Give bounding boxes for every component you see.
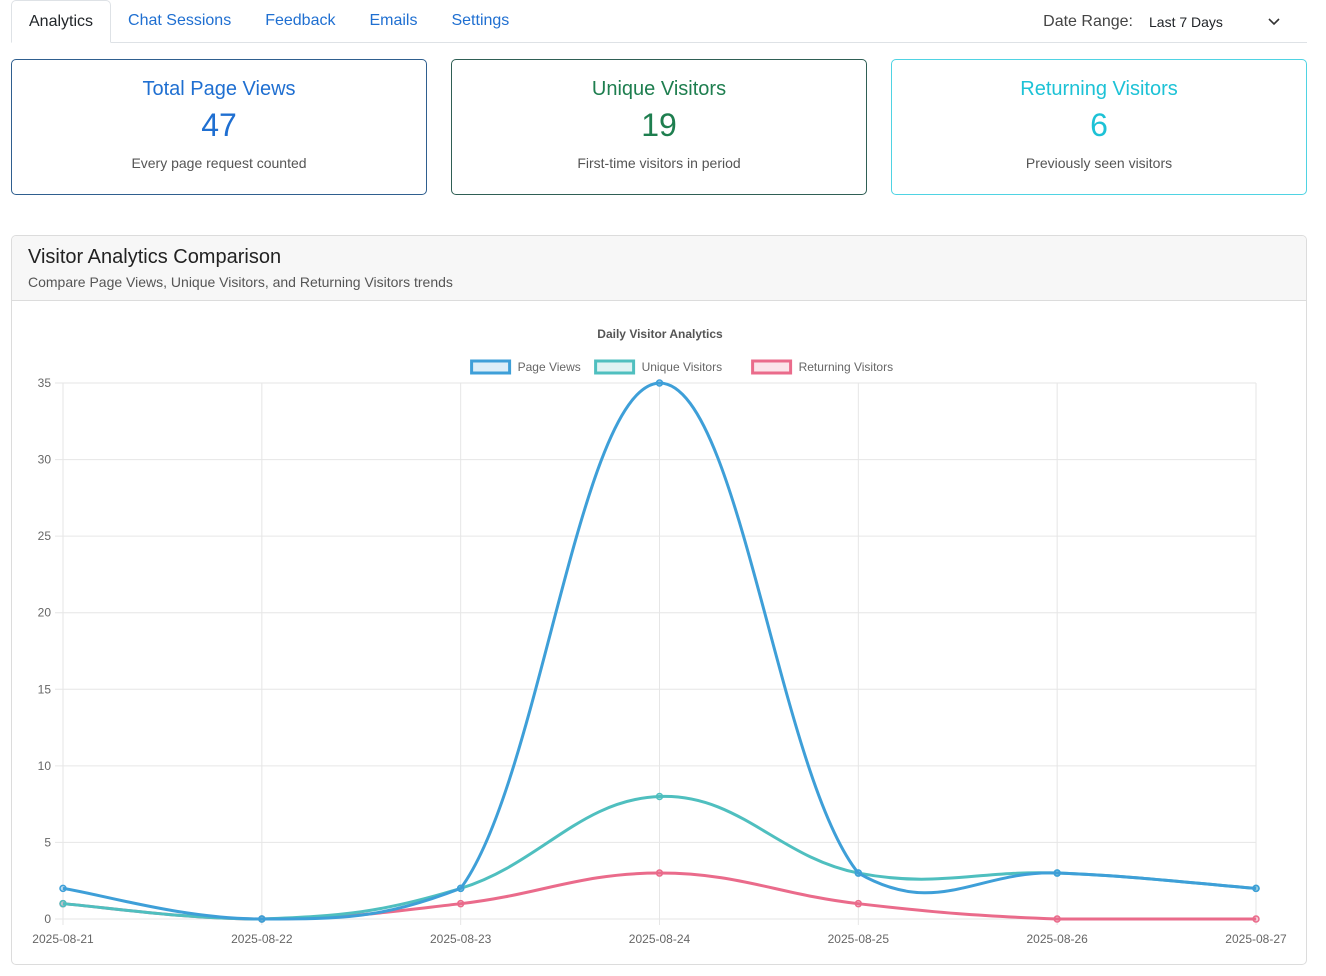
card-subtitle: Every page request counted bbox=[131, 155, 307, 171]
date-range-value: Last 7 Days bbox=[1149, 13, 1223, 30]
card-returning-visitors: Returning Visitors 6 Previously seen vis… bbox=[891, 59, 1307, 195]
card-subtitle: First-time visitors in period bbox=[577, 155, 741, 171]
series-line-page-views bbox=[62, 381, 1257, 921]
y-tick-label: 5 bbox=[44, 835, 51, 849]
tab-settings[interactable]: Settings bbox=[451, 12, 510, 29]
legend-swatch bbox=[470, 359, 512, 375]
data-point-page-views bbox=[1053, 869, 1061, 877]
data-point-returning-visitors bbox=[655, 869, 664, 877]
card-subtitle: Previously seen visitors bbox=[1025, 155, 1173, 171]
y-tick-label: 0 bbox=[44, 912, 51, 926]
data-point-page-views bbox=[456, 884, 465, 893]
tab-emails[interactable]: Emails bbox=[369, 12, 418, 29]
y-tick-label: 35 bbox=[38, 376, 52, 390]
data-point-unique-visitors bbox=[655, 792, 664, 801]
chart-container: Daily Visitor Analytics 0 5 10 15 20 25 30 35 202… bbox=[12, 301, 1306, 964]
tab-chat-sessions[interactable]: Chat Sessions bbox=[128, 12, 232, 29]
card-value: 47 bbox=[201, 107, 237, 143]
data-point-returning-visitors bbox=[1053, 915, 1061, 923]
data-point-unique-visitors bbox=[59, 899, 67, 908]
tab-analytics[interactable]: Analytics bbox=[11, 0, 112, 43]
stat-cards: Total Page Views 47 Every page request c… bbox=[11, 59, 1307, 195]
y-tick-label: 15 bbox=[38, 682, 52, 696]
card-title: Total Page Views bbox=[142, 78, 296, 100]
card-value: 6 bbox=[1090, 107, 1108, 143]
x-tick-label: 2025-08-22 bbox=[231, 932, 293, 946]
card-title: Unique Visitors bbox=[591, 78, 727, 100]
y-tick-label: 10 bbox=[38, 759, 52, 773]
x-tick-label: 2025-08-27 bbox=[1225, 932, 1287, 946]
y-tick-label: 30 bbox=[38, 453, 52, 467]
chart-title: Daily Visitor Analytics bbox=[597, 327, 723, 341]
x-tick-label: 2025-08-26 bbox=[1026, 932, 1088, 946]
legend-swatch bbox=[594, 359, 636, 375]
daily-visitor-chart: Daily Visitor Analytics 0 5 10 15 20 25 30 35 202… bbox=[32, 327, 1287, 946]
card-total-page-views: Total Page Views 47 Every page request c… bbox=[11, 59, 427, 195]
chevron-down-icon bbox=[1268, 17, 1280, 25]
data-point-page-views bbox=[1252, 884, 1260, 893]
x-tick-label: 2025-08-23 bbox=[430, 932, 492, 946]
y-tick-label: 25 bbox=[38, 529, 52, 543]
date-range-select[interactable]: Last 7 Days bbox=[1149, 6, 1307, 38]
visitor-analytics-panel: Visitor Analytics Comparison Compare Pag… bbox=[11, 235, 1307, 965]
card-title: Returning Visitors bbox=[1020, 78, 1178, 100]
legend-label: Returning Visitors bbox=[799, 360, 894, 374]
data-point-page-views bbox=[854, 869, 863, 877]
panel-header: Visitor Analytics Comparison Compare Pag… bbox=[12, 236, 1306, 301]
x-tick-label: 2025-08-21 bbox=[32, 932, 94, 946]
legend-label: Page Views bbox=[518, 360, 581, 374]
panel-title: Visitor Analytics Comparison bbox=[28, 246, 282, 268]
data-point-page-views bbox=[59, 884, 67, 893]
data-point-page-views bbox=[258, 915, 266, 923]
legend-label: Unique Visitors bbox=[642, 360, 722, 374]
x-tick-label: 2025-08-25 bbox=[828, 932, 890, 946]
data-point-returning-visitors bbox=[1252, 915, 1260, 923]
date-range-label: Date Range: bbox=[1043, 12, 1133, 30]
x-tick-label: 2025-08-24 bbox=[629, 932, 691, 946]
card-unique-visitors: Unique Visitors 19 First-time visitors i… bbox=[451, 59, 867, 195]
data-point-returning-visitors bbox=[854, 899, 863, 908]
panel-subtitle: Compare Page Views, Unique Visitors, and… bbox=[28, 274, 453, 290]
data-point-page-views bbox=[655, 379, 664, 387]
tab-bar: Analytics Chat Sessions Feedback Emails … bbox=[11, 0, 1307, 43]
tab-feedback[interactable]: Feedback bbox=[265, 12, 336, 29]
legend-swatch bbox=[751, 359, 793, 375]
date-range-control: Date Range: Last 7 Days bbox=[1043, 0, 1307, 43]
data-point-returning-visitors bbox=[456, 899, 465, 908]
y-tick-label: 20 bbox=[38, 606, 52, 620]
card-value: 19 bbox=[641, 107, 677, 143]
